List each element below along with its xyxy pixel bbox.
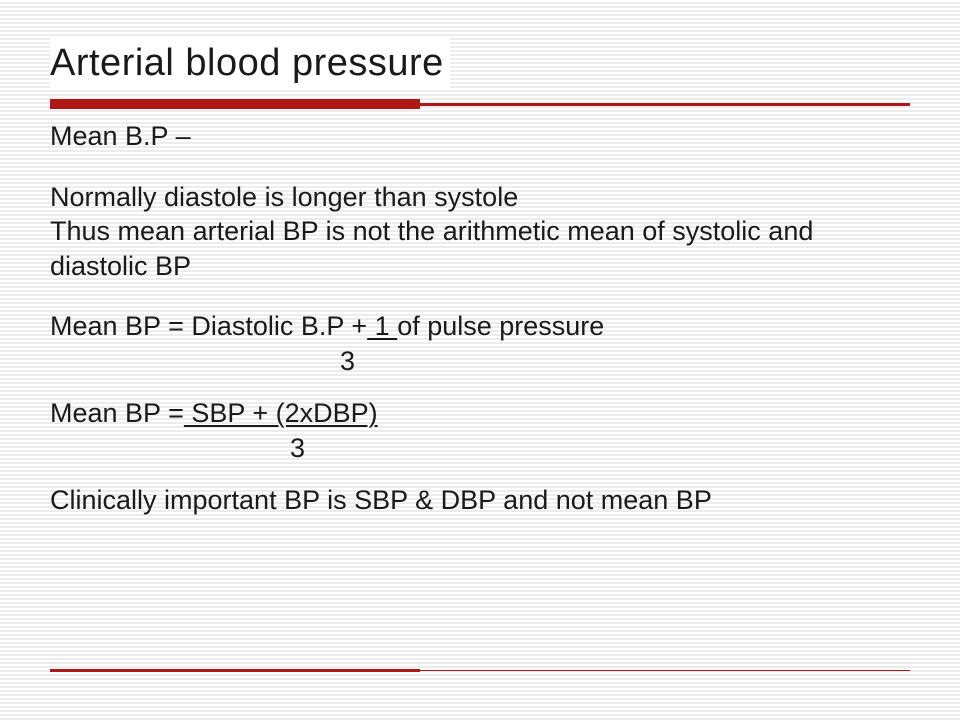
paragraph-explanation: Normally diastole is longer than systole… — [50, 180, 910, 284]
footer-rule — [50, 669, 910, 672]
rule-thick — [50, 99, 420, 109]
title-underline — [50, 99, 910, 109]
slide-body: Mean B.P – Normally diastole is longer t… — [50, 117, 910, 518]
slide-title: Arterial blood pressure — [50, 38, 450, 89]
line-diastole-longer: Normally diastole is longer than systole — [50, 180, 910, 215]
formula-2: Mean BP = SBP + (2xDBP) 3 — [50, 396, 910, 465]
footer-rule-right — [420, 670, 910, 672]
formula1-numerator: 1 — [367, 311, 397, 341]
footer-rule-left — [50, 669, 420, 672]
line-mean-bp-heading: Mean B.P – — [50, 119, 910, 154]
formula1-lhs: Mean BP = Diastolic B.P + — [50, 311, 367, 341]
formula-1: Mean BP = Diastolic B.P + 1 of pulse pre… — [50, 309, 910, 378]
formula2-numerator: SBP + (2xDBP) — [184, 398, 378, 428]
formula2-lhs: Mean BP = — [50, 398, 184, 428]
formula2-denominator: 3 — [50, 431, 910, 466]
title-text: Arterial blood pressure — [50, 42, 444, 84]
line-clinically-important: Clinically important BP is SBP & DBP and… — [50, 483, 910, 518]
formula1-denominator: 3 — [50, 344, 910, 379]
rule-thin — [420, 103, 910, 106]
line-not-arithmetic-mean: Thus mean arterial BP is not the arithme… — [50, 214, 910, 283]
formula1-rhs: of pulse pressure — [397, 311, 604, 341]
